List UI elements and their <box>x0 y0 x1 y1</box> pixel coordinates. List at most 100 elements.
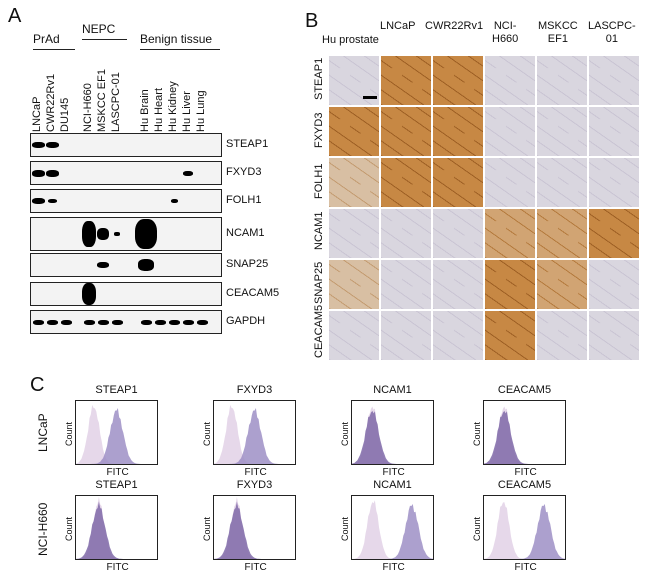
ihc-tile <box>484 208 536 259</box>
stained-peak <box>484 410 565 464</box>
count-axis-label: Count <box>202 421 212 446</box>
histogram-plot <box>352 406 433 464</box>
ihc-tile <box>432 55 484 106</box>
blot-band <box>183 170 193 176</box>
fitc-axis-label: FITC <box>106 467 129 478</box>
blot-band <box>168 319 180 325</box>
ihc-tile <box>432 106 484 157</box>
flow-histogram <box>483 400 566 465</box>
ihc-tile <box>588 259 640 310</box>
blot-label-steap1: STEAP1 <box>226 138 269 150</box>
ihc-tile <box>588 310 640 361</box>
blot-band <box>31 142 45 148</box>
blot-label-snap25: SNAP25 <box>226 258 269 270</box>
blot-band <box>97 319 109 325</box>
ihc-tile <box>588 55 640 106</box>
lane-label-hu-lung: Hu Lung <box>195 90 207 132</box>
blot-band <box>135 219 157 249</box>
ihc-column-lncap: LNCaP <box>380 20 416 32</box>
hist-title-fxyd3: FXYD3 <box>236 479 273 491</box>
blot-label-folh1: FOLH1 <box>226 194 262 206</box>
ihc-tile <box>432 208 484 259</box>
fitc-axis-label: FITC <box>106 562 129 573</box>
ihc-tile <box>588 106 640 157</box>
flow-histogram <box>75 495 158 560</box>
blot-band <box>83 319 95 325</box>
ihc-tile <box>328 106 380 157</box>
blot-label-gapdh: GAPDH <box>226 315 266 327</box>
blot-label-fxyd3: FXYD3 <box>226 166 262 178</box>
count-axis-label: Count <box>202 516 212 541</box>
blot-ncam1 <box>30 217 222 251</box>
histogram-plot <box>484 502 565 559</box>
ihc-tile <box>484 310 536 361</box>
count-axis-label: Count <box>340 421 350 446</box>
group-line-prad <box>33 49 75 50</box>
fitc-axis-label: FITC <box>244 467 267 478</box>
count-axis-label: Count <box>472 516 482 541</box>
blot-band <box>111 319 123 325</box>
lane-label-mskcc-ef1: MSKCC EF1 <box>96 69 108 132</box>
ihc-tile <box>380 259 432 310</box>
lane-label-hu-liver: Hu Liver <box>181 91 193 132</box>
ihc-tile <box>380 157 432 208</box>
blot-band <box>47 199 57 203</box>
blot-folh1 <box>30 189 222 213</box>
ihc-row-fxyd3: FXYD3 <box>313 112 325 148</box>
flow-row-nci-h660: NCI-H660 <box>36 502 50 556</box>
hist-title-steap1: STEAP1 <box>95 479 138 491</box>
blot-band <box>97 228 109 240</box>
ihc-tile <box>536 259 588 310</box>
flow-histogram <box>483 495 566 560</box>
count-axis-label: Count <box>64 421 74 446</box>
ihc-tile <box>328 208 380 259</box>
panel-a-letter: A <box>8 5 22 27</box>
blot-label-ncam1: NCAM1 <box>226 227 265 239</box>
blot-band <box>140 319 152 325</box>
stained-peak <box>352 504 433 559</box>
ihc-tile <box>588 208 640 259</box>
ihc-column-mskcc-ef1: MSKCC EF1 <box>538 20 578 45</box>
blot-band <box>196 319 208 325</box>
group-label-prad: PrAd <box>33 32 60 46</box>
control-peak <box>484 502 565 559</box>
ihc-row-snap25: SNAP25 <box>313 261 325 304</box>
group-line-benign <box>140 49 220 50</box>
stained-peak <box>484 504 565 559</box>
ihc-column-nci-h660: NCI- H660 <box>492 20 519 45</box>
ihc-tile <box>536 55 588 106</box>
fitc-axis-label: FITC <box>382 562 405 573</box>
blot-band <box>82 283 96 305</box>
ihc-tile <box>588 157 640 208</box>
ihc-row-ceacam5: CEACAM5 <box>313 304 325 358</box>
ihc-tile <box>536 310 588 361</box>
stained-peak <box>214 501 295 559</box>
lane-label-hu-kidney: Hu Kidney <box>167 81 179 132</box>
ihc-column-hu-prostate: Hu prostate <box>322 34 379 46</box>
ihc-row-folh1: FOLH1 <box>313 163 325 199</box>
ihc-tile <box>328 310 380 361</box>
ihc-tile <box>484 106 536 157</box>
fitc-axis-label: FITC <box>514 562 537 573</box>
lane-label-hu-heart: Hu Heart <box>153 87 165 132</box>
stained-peak <box>352 410 433 464</box>
blot-fxyd3 <box>30 161 222 185</box>
lane-label-du145: DU145 <box>59 97 71 132</box>
panel-b-letter: B <box>305 10 319 32</box>
hist-title-ceacam5: CEACAM5 <box>497 384 552 396</box>
group-label-benign: Benign tissue <box>140 32 213 46</box>
control-peak <box>214 404 295 464</box>
flow-histogram <box>75 400 158 465</box>
histogram-plot <box>214 404 295 464</box>
stained-peak <box>76 501 157 559</box>
ihc-tile <box>432 310 484 361</box>
blot-band <box>45 142 59 148</box>
flow-histogram <box>351 495 434 560</box>
stained-peak <box>214 408 295 464</box>
count-axis-label: Count <box>472 421 482 446</box>
ihc-tile <box>484 259 536 310</box>
group-label-nepc: NEPC <box>82 22 116 36</box>
blot-band <box>97 262 109 268</box>
fitc-axis-label: FITC <box>244 562 267 573</box>
blot-ceacam5 <box>30 282 222 306</box>
